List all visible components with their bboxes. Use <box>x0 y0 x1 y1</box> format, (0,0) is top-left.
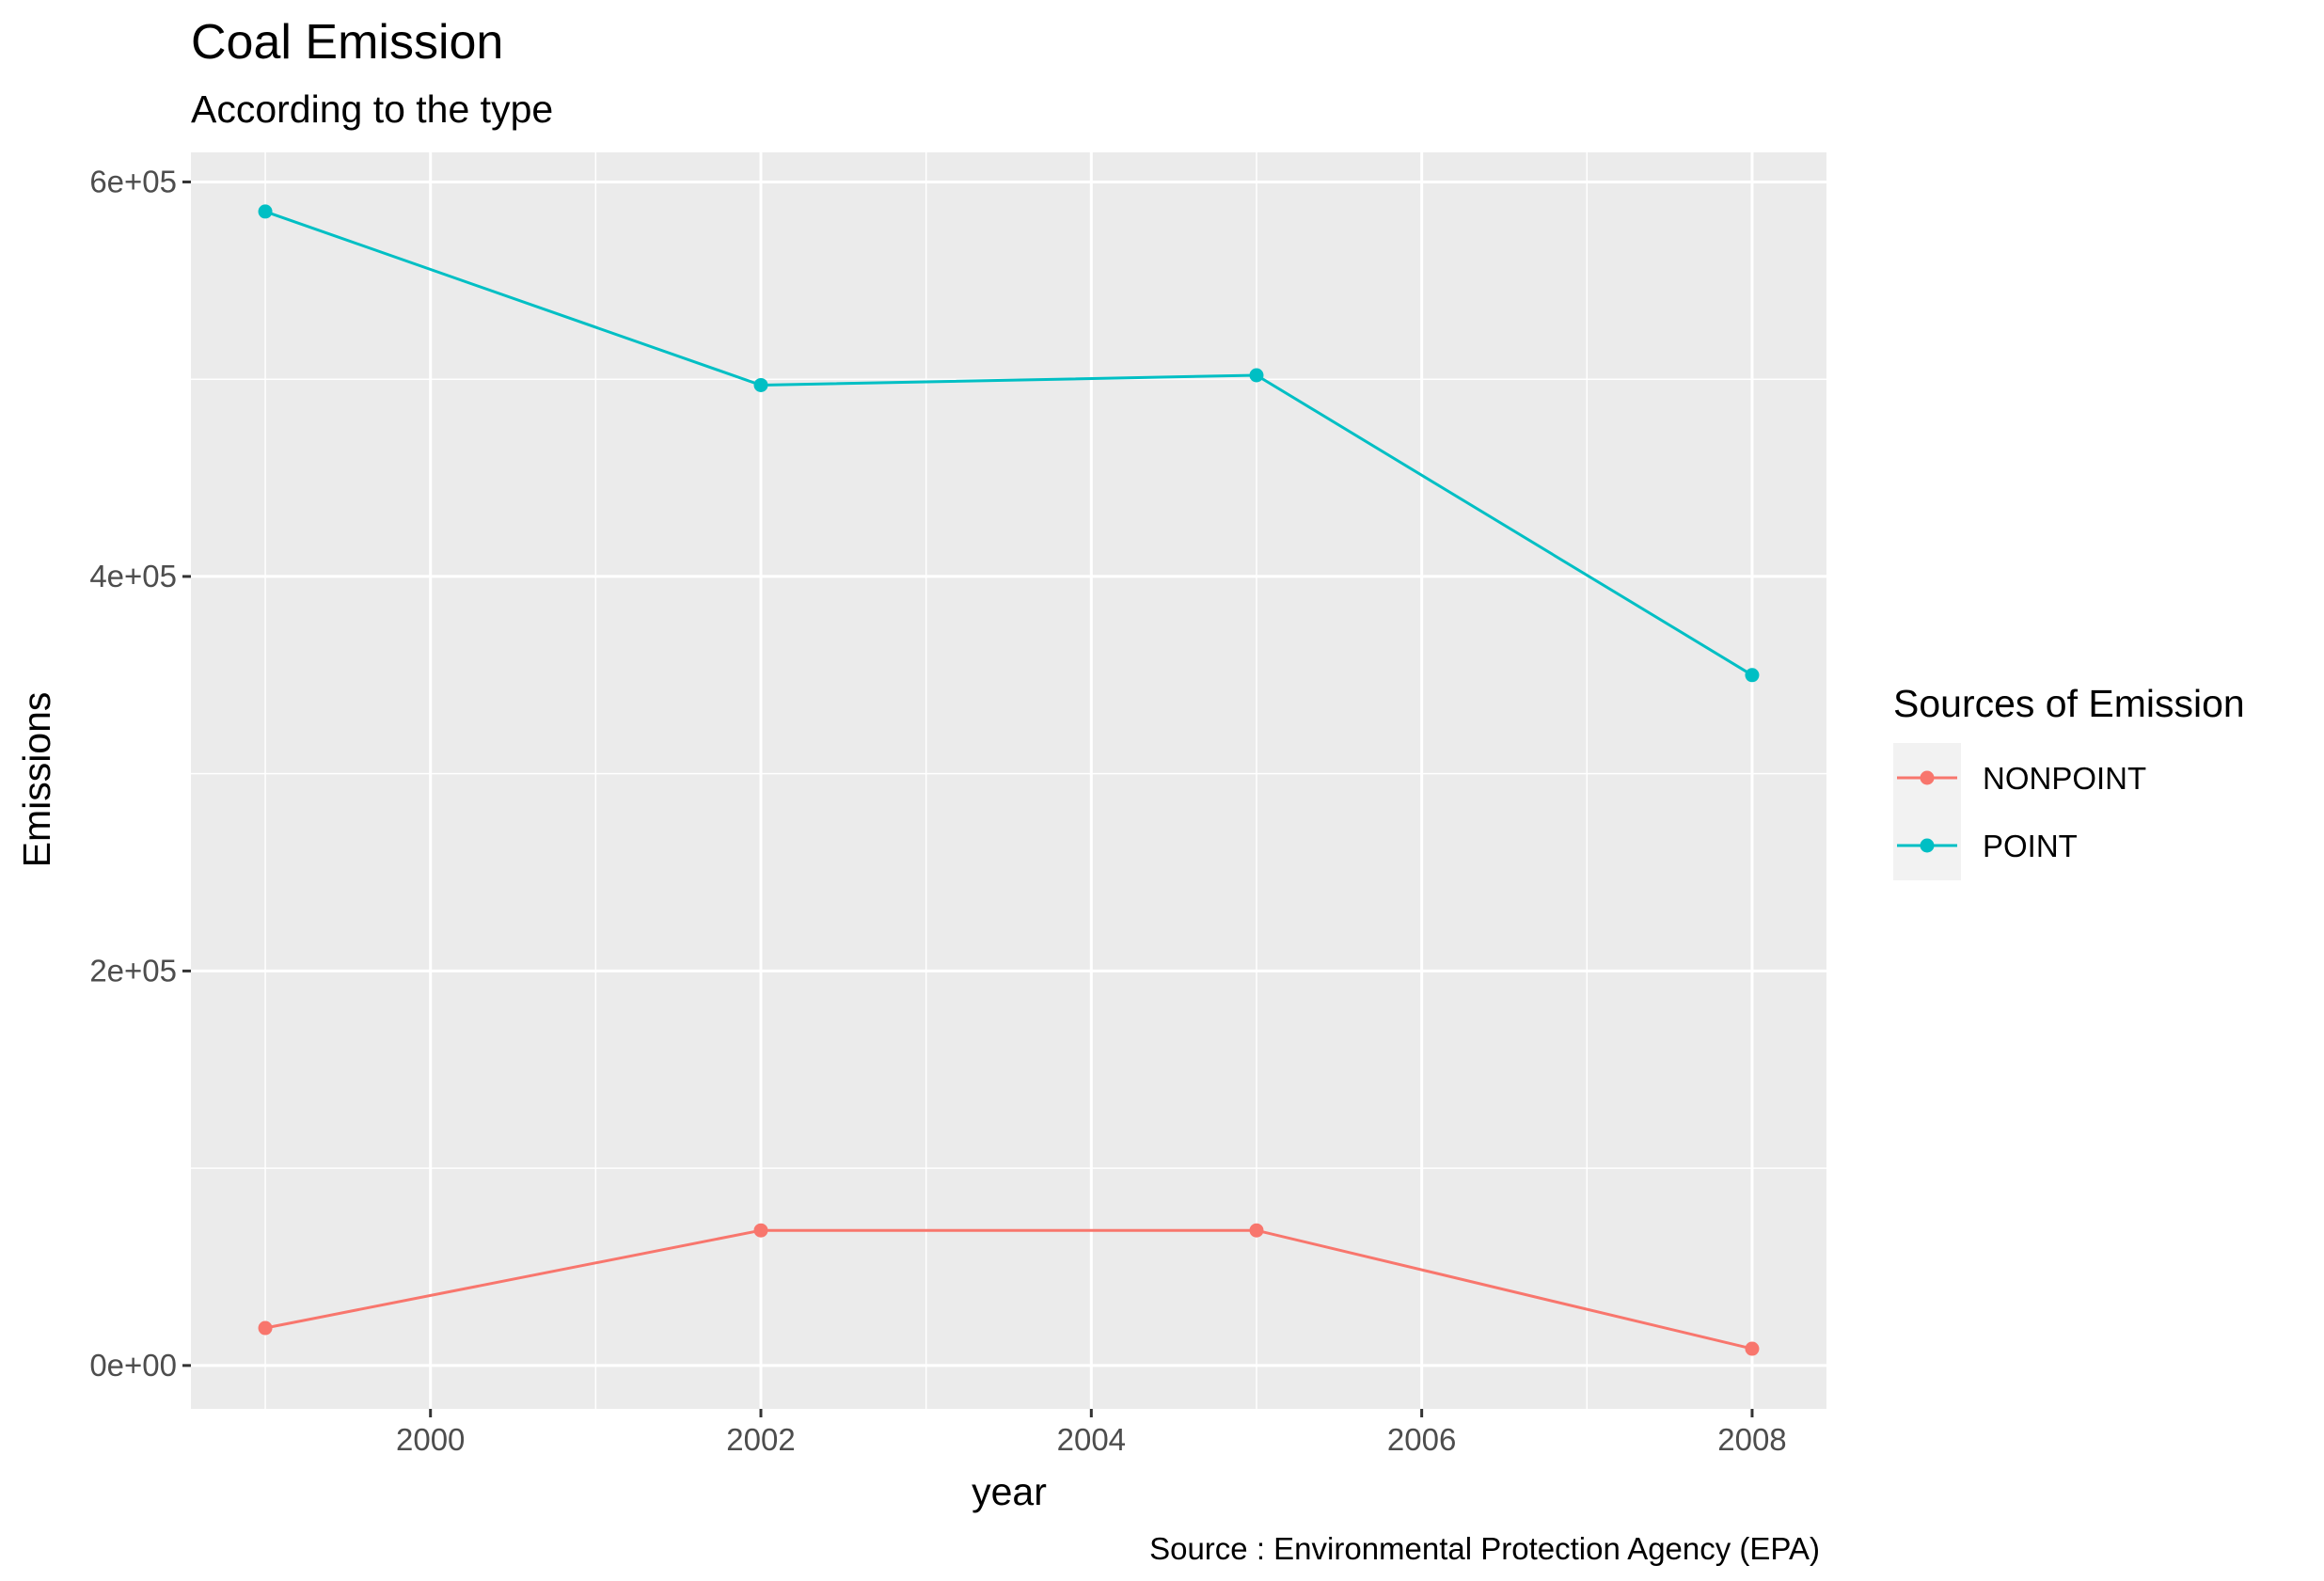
data-point-point <box>753 377 768 392</box>
data-point-nonpoint <box>1745 1341 1760 1356</box>
series-line-point <box>264 210 1753 677</box>
data-point-point <box>1249 368 1264 383</box>
minor-gridlines <box>191 152 1826 1409</box>
y-tick-label: 6e+05 <box>89 164 177 198</box>
y-axis-title: Emissions <box>15 692 58 868</box>
chart-subtitle: According to the type <box>191 87 553 131</box>
series-line-nonpoint <box>264 1228 1753 1351</box>
data-point-nonpoint <box>258 1320 273 1336</box>
major-gridlines <box>191 152 1826 1409</box>
x-tick-label: 2006 <box>1387 1422 1456 1457</box>
y-tick-label: 4e+05 <box>89 559 177 593</box>
plot-panel <box>191 152 1826 1409</box>
legend-label-point: POINT <box>1983 829 2078 863</box>
legend-key-point-nonpoint <box>1920 770 1935 785</box>
x-tick-label: 2004 <box>1057 1422 1126 1457</box>
chart-title: Coal Emission <box>191 15 503 70</box>
legend-title: Sources of Emission <box>1893 682 2245 725</box>
x-tick-label: 2000 <box>396 1422 465 1457</box>
data-point-nonpoint <box>753 1223 768 1238</box>
data-point-point <box>258 204 273 219</box>
data-point-point <box>1745 668 1760 683</box>
x-axis-title: year <box>972 1470 1047 1513</box>
legend: Sources of Emission NONPOINT POINT <box>1893 682 2245 880</box>
legend-key-background <box>1893 743 1961 880</box>
x-axis: 2000 2002 2004 2006 2008 <box>396 1409 1787 1457</box>
legend-key-point-point <box>1920 838 1935 853</box>
series-layer <box>258 204 1760 1356</box>
x-tick-label: 2008 <box>1717 1422 1786 1457</box>
legend-label-nonpoint: NONPOINT <box>1983 761 2146 796</box>
chart-caption: Source : Environmental Protection Agency… <box>1149 1531 1820 1566</box>
data-point-nonpoint <box>1249 1223 1264 1238</box>
y-tick-label: 0e+00 <box>89 1348 177 1383</box>
y-axis: 0e+00 2e+05 4e+05 6e+05 <box>89 164 191 1383</box>
x-tick-label: 2002 <box>726 1422 795 1457</box>
y-tick-label: 2e+05 <box>89 953 177 988</box>
